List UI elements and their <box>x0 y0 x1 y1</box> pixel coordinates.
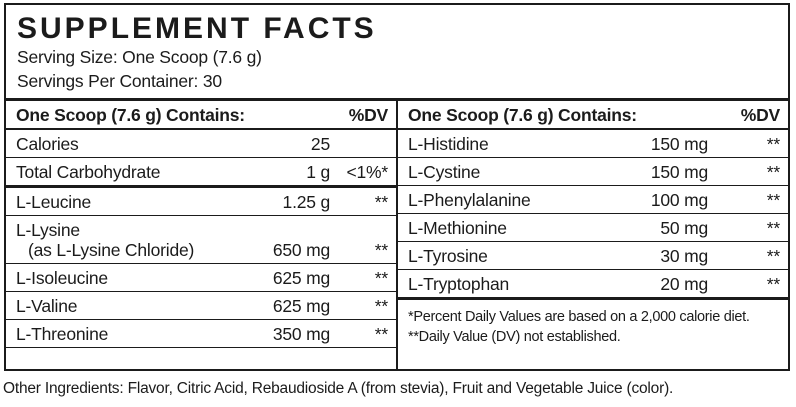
nutrient-name: L-Methionine <box>408 218 507 238</box>
dv-header-label: %DV <box>348 105 388 125</box>
nutrient-amount: 1 g <box>306 162 330 182</box>
table-row: L-Threonine 350 mg ** <box>6 320 396 348</box>
nutrient-name: L-Tyrosine <box>408 246 488 266</box>
nutrient-name: L-Tryptophan <box>408 274 510 294</box>
servings-per-container: Servings Per Container: 30 <box>17 71 222 91</box>
nutrient-dv: ** <box>766 134 780 154</box>
nutrient-name: L-Valine <box>16 296 78 316</box>
table-row: L-Isoleucine 625 mg ** <box>6 264 396 292</box>
table-row: L-Tryptophan 20 mg ** <box>398 270 788 300</box>
supplement-facts-panel: SUPPLEMENT FACTS Serving Size: One Scoop… <box>4 3 790 371</box>
nutrient-amount: 20 mg <box>660 274 708 294</box>
nutrient-amount: 150 mg <box>650 134 708 154</box>
table-row: L-Histidine 150 mg ** <box>398 130 788 158</box>
nutrient-dv: ** <box>374 268 388 288</box>
nutrient-name: Total Carbohydrate <box>16 162 161 182</box>
nutrient-dv: ** <box>374 324 388 344</box>
facts-column-right: One Scoop (7.6 g) Contains: %DV L-Histid… <box>398 101 788 369</box>
nutrient-amount: 25 <box>310 134 330 154</box>
table-row: L-Methionine 50 mg ** <box>398 214 788 242</box>
nutrient-dv: ** <box>374 192 388 212</box>
nutrient-amount: 625 mg <box>272 268 330 288</box>
panel-header: SUPPLEMENT FACTS Serving Size: One Scoop… <box>6 5 788 101</box>
nutrient-amount: 100 mg <box>650 190 708 210</box>
nutrient-dv: ** <box>766 246 780 266</box>
other-ingredients: Other Ingredients: Flavor, Citric Acid, … <box>3 380 674 397</box>
nutrient-amount: 625 mg <box>272 296 330 316</box>
nutrient-amount: 30 mg <box>660 246 708 266</box>
nutrient-dv: <1%* <box>346 162 388 182</box>
nutrient-amount: 350 mg <box>272 324 330 344</box>
nutrient-dv: ** <box>766 190 780 210</box>
nutrient-amount: 50 mg <box>660 218 708 238</box>
nutrient-name: Calories <box>16 134 79 154</box>
nutrient-name-sub: (as L-Lysine Chloride) <box>28 240 195 260</box>
footnote-dv-not-established: **Daily Value (DV) not established. <box>408 329 621 345</box>
table-row: L-Phenylalanine 100 mg ** <box>398 186 788 214</box>
nutrient-dv: ** <box>766 274 780 294</box>
nutrient-dv: ** <box>374 296 388 316</box>
facts-columns: One Scoop (7.6 g) Contains: %DV Calories… <box>6 101 788 369</box>
panel-title: SUPPLEMENT FACTS <box>17 12 377 45</box>
footnotes: *Percent Daily Values are based on a 2,0… <box>398 300 788 347</box>
nutrient-name: L-Cystine <box>408 162 481 182</box>
nutrient-name-main: L-Lysine <box>16 220 80 240</box>
column-header: One Scoop (7.6 g) Contains: %DV <box>6 101 396 130</box>
table-row: Total Carbohydrate 1 g <1%* <box>6 158 396 188</box>
nutrient-dv: ** <box>766 218 780 238</box>
table-row: L-Leucine 1.25 g ** <box>6 188 396 216</box>
nutrient-name: L-Phenylalanine <box>408 190 531 210</box>
table-row: L-Valine 625 mg ** <box>6 292 396 320</box>
serving-size: Serving Size: One Scoop (7.6 g) <box>17 47 262 67</box>
table-row: L-Tyrosine 30 mg ** <box>398 242 788 270</box>
column-header-label: One Scoop (7.6 g) Contains: <box>16 105 245 125</box>
nutrient-amount: 1.25 g <box>282 192 331 212</box>
footnote-percent-dv: *Percent Daily Values are based on a 2,0… <box>408 309 750 325</box>
facts-column-left: One Scoop (7.6 g) Contains: %DV Calories… <box>6 101 398 369</box>
nutrient-dv: ** <box>374 240 388 260</box>
nutrient-dv: ** <box>766 162 780 182</box>
column-header: One Scoop (7.6 g) Contains: %DV <box>398 101 788 130</box>
nutrient-name: L-Threonine <box>16 324 109 344</box>
nutrient-name: L-Histidine <box>408 134 489 154</box>
nutrient-name: L-Leucine <box>16 192 92 212</box>
column-header-label: One Scoop (7.6 g) Contains: <box>408 105 637 125</box>
nutrient-amount: 650 mg <box>272 240 330 260</box>
table-row: L-Cystine 150 mg ** <box>398 158 788 186</box>
nutrient-name: L-Isoleucine <box>16 268 108 288</box>
dv-header-label: %DV <box>740 105 780 125</box>
nutrient-amount: 150 mg <box>650 162 708 182</box>
table-row: Calories 25 <box>6 130 396 158</box>
table-row: L-Lysine (as L-Lysine Chloride) 650 mg ** <box>6 216 396 264</box>
nutrient-name: L-Lysine (as L-Lysine Chloride) <box>16 220 273 260</box>
